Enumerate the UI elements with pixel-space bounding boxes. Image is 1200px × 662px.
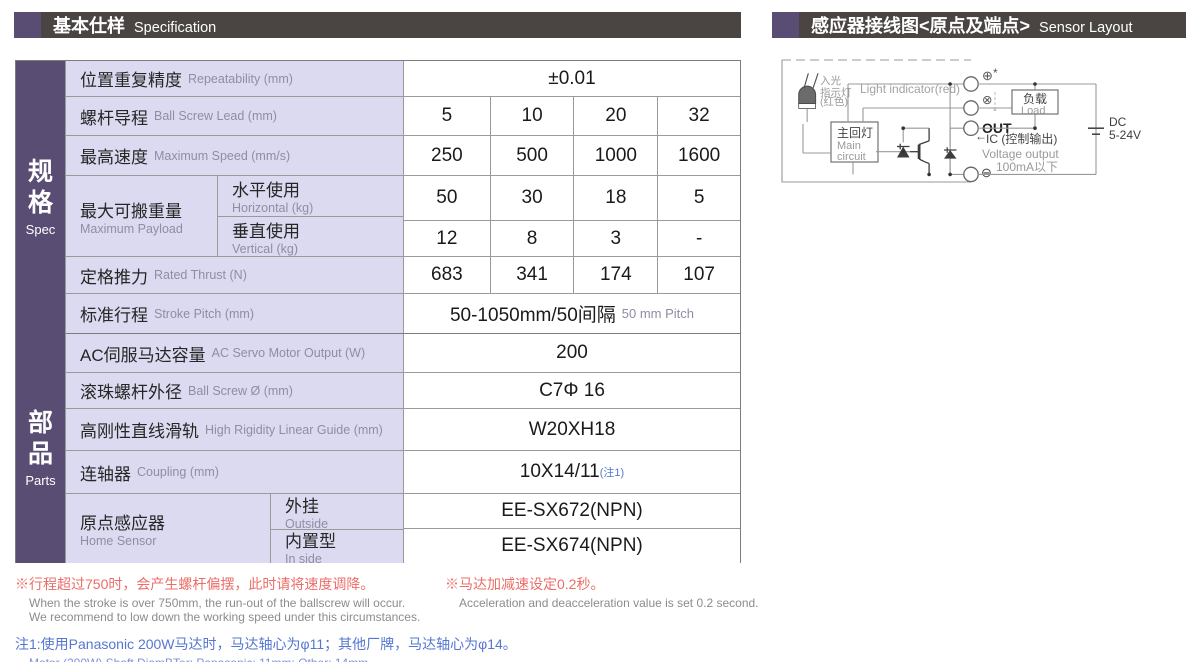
svg-text:⊖: ⊖ [981, 165, 992, 180]
svg-text:入光: 入光 [820, 74, 841, 87]
svg-text:(红色): (红色) [820, 95, 848, 108]
svg-text:⊕: ⊕ [982, 68, 993, 83]
svg-text:负载: 负载 [1023, 92, 1047, 106]
svg-text:Load: Load [1021, 105, 1045, 117]
svg-text:circuit: circuit [837, 151, 866, 163]
svg-text:100mA以下: 100mA以下 [996, 160, 1058, 174]
svg-text:Voltage output: Voltage output [982, 147, 1059, 161]
svg-text:⊗: ⊗ [982, 93, 992, 107]
svg-text:*: * [993, 66, 998, 80]
svg-text:IC (控制输出): IC (控制输出) [986, 131, 1057, 146]
svg-text:5-24V: 5-24V [1109, 128, 1141, 142]
svg-text:主回灯: 主回灯 [837, 126, 873, 140]
